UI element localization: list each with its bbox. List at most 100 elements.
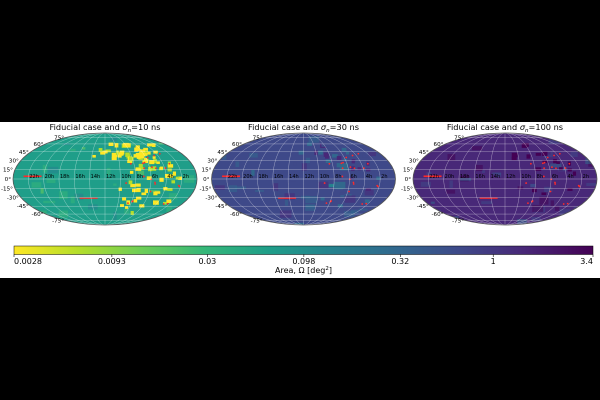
localization-cell	[152, 156, 156, 159]
localization-cell	[111, 156, 117, 161]
sky-patch	[575, 133, 585, 137]
latitude-tick-label: 0°	[203, 177, 210, 183]
latitude-tick-label: -60°	[32, 212, 44, 218]
latitude-tick-label: -30°	[407, 196, 419, 202]
localization-cell	[159, 177, 164, 182]
pulsar-marker	[568, 162, 571, 165]
ra-tick-label: 12h	[506, 174, 516, 180]
sky-patch	[137, 213, 149, 221]
pulsar-marker	[348, 190, 350, 193]
sky-patch	[554, 206, 560, 211]
localization-cell	[511, 152, 518, 158]
latitude-tick-label: -45°	[215, 204, 227, 210]
sky-patch	[420, 181, 431, 187]
sky-patch	[40, 188, 44, 194]
sky-patch	[591, 136, 597, 139]
ra-tick-label: 18h	[60, 174, 70, 180]
sky-patch	[294, 222, 304, 225]
pulsar-marker	[543, 167, 546, 170]
meridian-line	[504, 133, 552, 225]
localization-cell	[136, 154, 141, 159]
meridian-line	[303, 133, 350, 225]
latitude-tick-label: 60°	[34, 142, 44, 148]
sky-patch	[336, 163, 349, 171]
localization-cell	[139, 149, 146, 153]
pulsar-marker	[328, 162, 331, 165]
latitude-tick-label: 60°	[434, 142, 444, 148]
pulsar-marker	[353, 167, 356, 170]
sky-patch	[550, 200, 554, 207]
meridian-line	[504, 133, 567, 225]
latitude-tick-label: 60°	[232, 142, 242, 148]
sky-patch	[590, 185, 597, 193]
sky-patch	[421, 142, 427, 148]
sky-patch	[368, 151, 377, 157]
pulsar-marker	[168, 162, 171, 165]
latitude-tick-label: 0°	[5, 177, 12, 183]
latitude-tick-label: -45°	[417, 204, 429, 210]
localization-cell	[159, 166, 164, 170]
sky-patch	[70, 148, 76, 152]
pulsar-marker	[341, 167, 344, 170]
sky-patch	[284, 193, 295, 200]
localization-cell	[167, 174, 174, 178]
pulsar-marker	[577, 184, 580, 187]
pulsar-marker	[542, 175, 545, 178]
sky-patch	[185, 215, 190, 222]
sky-patch	[39, 209, 52, 214]
localization-cell	[130, 183, 136, 188]
localization-cell	[366, 168, 371, 172]
ra-tick-label: 10h	[121, 174, 131, 180]
ra-tick-label: 16h	[274, 174, 284, 180]
latitude-tick-label: 15°	[202, 168, 212, 174]
sky-patch	[178, 147, 191, 152]
localization-cell	[542, 160, 548, 164]
localization-cell	[535, 167, 542, 171]
latitude-tick-label: 45°	[19, 150, 29, 156]
pulsar-marker	[553, 154, 555, 157]
colorbar: 0.0028 0.0093 0.03 0.098 0.32 1 3.4 Area, Ω [d…	[13, 245, 594, 275]
sky-patch	[228, 185, 237, 193]
sky-patch	[595, 220, 597, 225]
sky-patch	[337, 217, 348, 223]
sky-patch	[586, 182, 597, 186]
sky-patch	[490, 173, 500, 179]
localization-cell	[156, 161, 160, 164]
localization-cell	[124, 206, 129, 209]
pulsar-marker	[554, 181, 556, 184]
localization-cell	[133, 154, 140, 158]
sky-patch	[336, 224, 343, 225]
ra-tick-label: 10h	[320, 174, 330, 180]
pulsar-marker	[341, 175, 344, 178]
ra-tick-label: 4h	[567, 174, 573, 180]
sky-patch	[318, 181, 329, 189]
localization-cell	[364, 199, 370, 204]
localization-cell	[572, 171, 577, 176]
localization-cell	[371, 171, 375, 176]
localization-cell	[535, 152, 542, 156]
localization-cell	[136, 196, 142, 200]
sky-patch	[517, 186, 524, 190]
pulsar-marker	[558, 152, 561, 155]
localization-cell	[167, 164, 174, 168]
localization-cell	[153, 191, 158, 196]
sky-patch	[185, 154, 192, 157]
ra-tick-label: 22h	[228, 174, 238, 180]
ra-tick-label: 14h	[91, 174, 101, 180]
localization-cell	[175, 176, 180, 180]
meridian-line	[104, 133, 152, 225]
localization-cell	[117, 155, 122, 158]
pulsar-marker	[566, 202, 569, 205]
ra-tick-label: 8h	[137, 174, 143, 180]
sky-patch	[224, 220, 235, 225]
localization-cell	[92, 154, 96, 158]
sky-localization-figure: Fiducial case and σn=10 ns 22h 20h 18h 16h 14…	[0, 122, 600, 278]
pulsar-marker	[351, 154, 354, 157]
latitude-tick-label: -75°	[251, 219, 263, 225]
localization-cell	[376, 176, 381, 180]
sky-patch	[43, 200, 56, 204]
localization-cell	[532, 188, 537, 193]
pulsar-marker	[366, 162, 369, 165]
sky-patch	[544, 186, 553, 193]
localization-cell	[351, 159, 356, 164]
